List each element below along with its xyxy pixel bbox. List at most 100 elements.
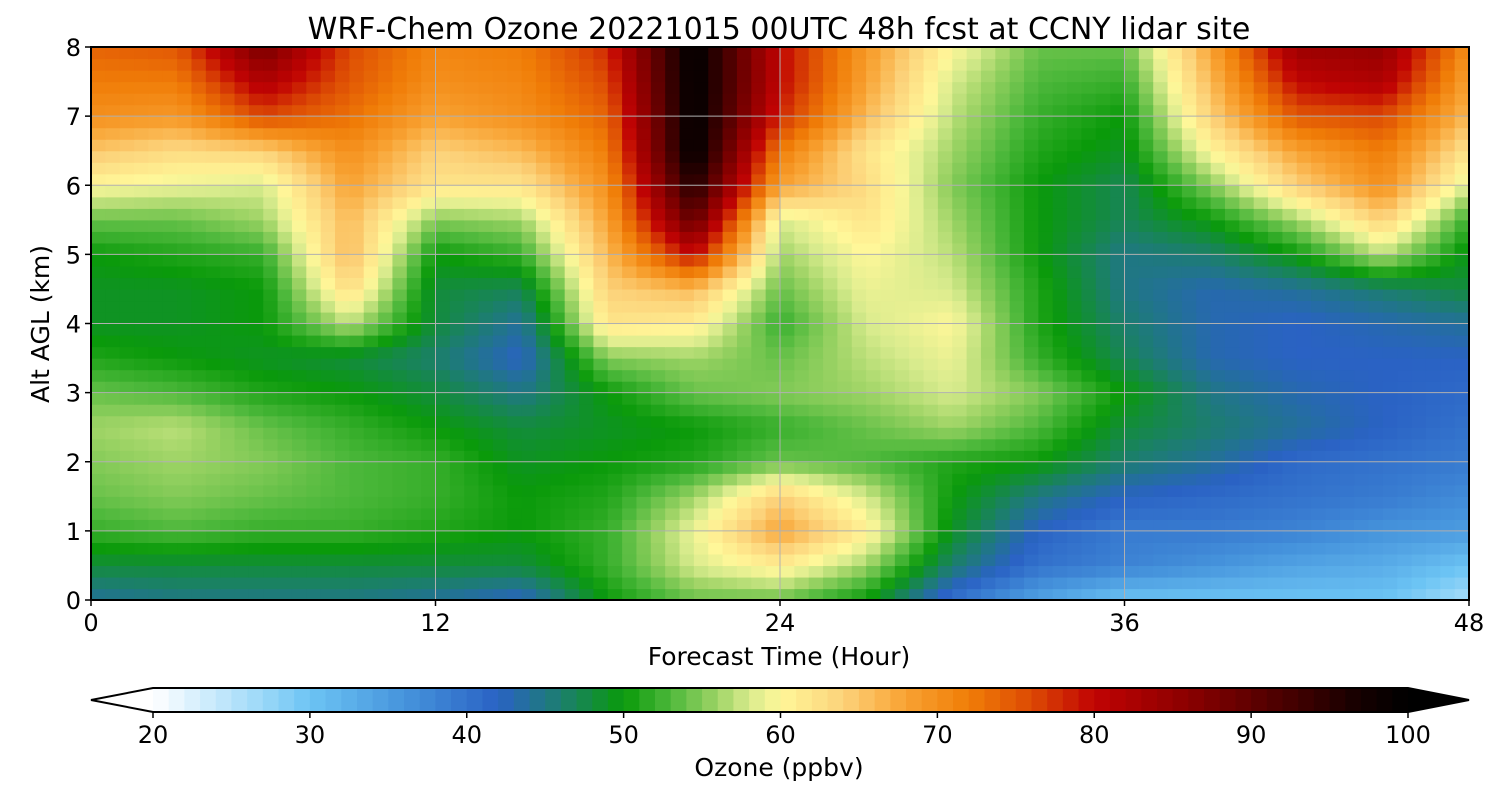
heatmap-cell bbox=[478, 392, 494, 405]
heatmap-cell bbox=[952, 185, 968, 198]
heatmap-cell bbox=[923, 473, 939, 486]
heatmap-cell bbox=[1282, 104, 1298, 117]
heatmap-cell bbox=[665, 507, 681, 520]
heatmap-cell bbox=[1239, 576, 1255, 590]
heatmap-cell bbox=[1153, 553, 1169, 567]
heatmap-cell bbox=[1239, 404, 1255, 417]
heatmap-cell bbox=[851, 358, 867, 371]
heatmap-cell bbox=[1138, 231, 1154, 244]
heatmap-cell bbox=[306, 208, 322, 221]
heatmap-cell bbox=[1038, 208, 1054, 221]
heatmap-cell bbox=[306, 542, 322, 555]
heatmap-cell bbox=[995, 219, 1011, 232]
heatmap-cell bbox=[794, 242, 810, 255]
heatmap-cell bbox=[1081, 346, 1097, 359]
heatmap-cell bbox=[1397, 47, 1413, 60]
heatmap-cell bbox=[378, 116, 394, 129]
heatmap-cell bbox=[952, 288, 968, 302]
heatmap-cell bbox=[1138, 93, 1154, 106]
heatmap-cell bbox=[952, 335, 968, 348]
heatmap-cell bbox=[1095, 127, 1111, 140]
heatmap-cell bbox=[1397, 70, 1413, 83]
heatmap-cell bbox=[1224, 381, 1240, 394]
heatmap-cell bbox=[765, 450, 781, 463]
heatmap-cell bbox=[248, 507, 264, 520]
heatmap-cell bbox=[851, 323, 867, 336]
heatmap-cell bbox=[722, 150, 738, 163]
heatmap-cell bbox=[449, 473, 465, 486]
heatmap-cell bbox=[521, 93, 537, 106]
heatmap-cell bbox=[134, 47, 150, 60]
heatmap-cell bbox=[1167, 381, 1183, 394]
heatmap-cell bbox=[119, 81, 135, 94]
heatmap-cell bbox=[105, 58, 121, 71]
heatmap-cell bbox=[105, 473, 121, 486]
heatmap-cell bbox=[1296, 104, 1312, 117]
heatmap-cell bbox=[1425, 162, 1441, 175]
heatmap-cell bbox=[464, 576, 480, 590]
heatmap-cell bbox=[794, 231, 810, 244]
heatmap-cell bbox=[952, 173, 968, 186]
heatmap-cell bbox=[923, 162, 939, 175]
heatmap-cell bbox=[1382, 70, 1398, 83]
heatmap-cell bbox=[636, 392, 652, 405]
heatmap-cell bbox=[1067, 311, 1083, 325]
heatmap-cell bbox=[1138, 346, 1154, 359]
heatmap-cell bbox=[1224, 576, 1240, 590]
heatmap-cell bbox=[980, 208, 996, 221]
heatmap-cell bbox=[263, 450, 279, 463]
heatmap-cell bbox=[564, 58, 580, 71]
heatmap-cell bbox=[1009, 208, 1025, 221]
heatmap-cell bbox=[105, 254, 121, 267]
heatmap-cell bbox=[980, 565, 996, 578]
heatmap-cell bbox=[521, 231, 537, 244]
heatmap-cell bbox=[1253, 576, 1269, 590]
heatmap-cell bbox=[1196, 162, 1212, 175]
heatmap-cell bbox=[1067, 116, 1083, 129]
heatmap-cell bbox=[1354, 323, 1370, 336]
heatmap-cell bbox=[1095, 242, 1111, 255]
heatmap-cell bbox=[435, 484, 451, 497]
heatmap-cell bbox=[191, 242, 207, 255]
heatmap-cell bbox=[335, 461, 350, 474]
heatmap-cell bbox=[966, 576, 982, 590]
heatmap-cell bbox=[866, 81, 882, 94]
heatmap-cell bbox=[722, 415, 738, 428]
heatmap-cell bbox=[708, 300, 724, 313]
heatmap-cell bbox=[923, 58, 939, 71]
heatmap-cell bbox=[349, 588, 365, 601]
heatmap-cell bbox=[808, 565, 824, 578]
heatmap-cell bbox=[349, 231, 365, 244]
heatmap-cell bbox=[823, 93, 839, 106]
heatmap-cell bbox=[980, 542, 996, 555]
heatmap-cell bbox=[306, 47, 322, 60]
heatmap-cell bbox=[134, 58, 150, 71]
heatmap-cell bbox=[1067, 461, 1083, 474]
heatmap-cell bbox=[966, 70, 982, 83]
heatmap-cell bbox=[579, 219, 594, 232]
heatmap-cell bbox=[191, 335, 207, 348]
heatmap-cell bbox=[937, 150, 953, 163]
heatmap-cell bbox=[966, 323, 982, 336]
heatmap-cell bbox=[808, 185, 824, 198]
heatmap-cell bbox=[1224, 369, 1240, 382]
heatmap-cell bbox=[1454, 323, 1470, 336]
heatmap-cell bbox=[1196, 116, 1212, 129]
heatmap-cell bbox=[492, 323, 508, 336]
heatmap-cell bbox=[780, 461, 795, 474]
heatmap-cell bbox=[1382, 553, 1398, 567]
heatmap-cell bbox=[1354, 265, 1370, 279]
heatmap-cell bbox=[1253, 196, 1269, 209]
heatmap-cell bbox=[679, 542, 695, 555]
heatmap-cell bbox=[91, 553, 106, 567]
heatmap-cell bbox=[205, 300, 221, 313]
heatmap-cell bbox=[1167, 70, 1183, 83]
heatmap-cell bbox=[909, 185, 925, 198]
heatmap-cell bbox=[937, 277, 953, 290]
heatmap-cell bbox=[205, 392, 221, 405]
heatmap-cell bbox=[823, 116, 839, 129]
heatmap-cell bbox=[966, 381, 982, 394]
heatmap-cell bbox=[406, 93, 422, 106]
heatmap-cell bbox=[1024, 415, 1039, 428]
heatmap-cell bbox=[492, 496, 508, 509]
